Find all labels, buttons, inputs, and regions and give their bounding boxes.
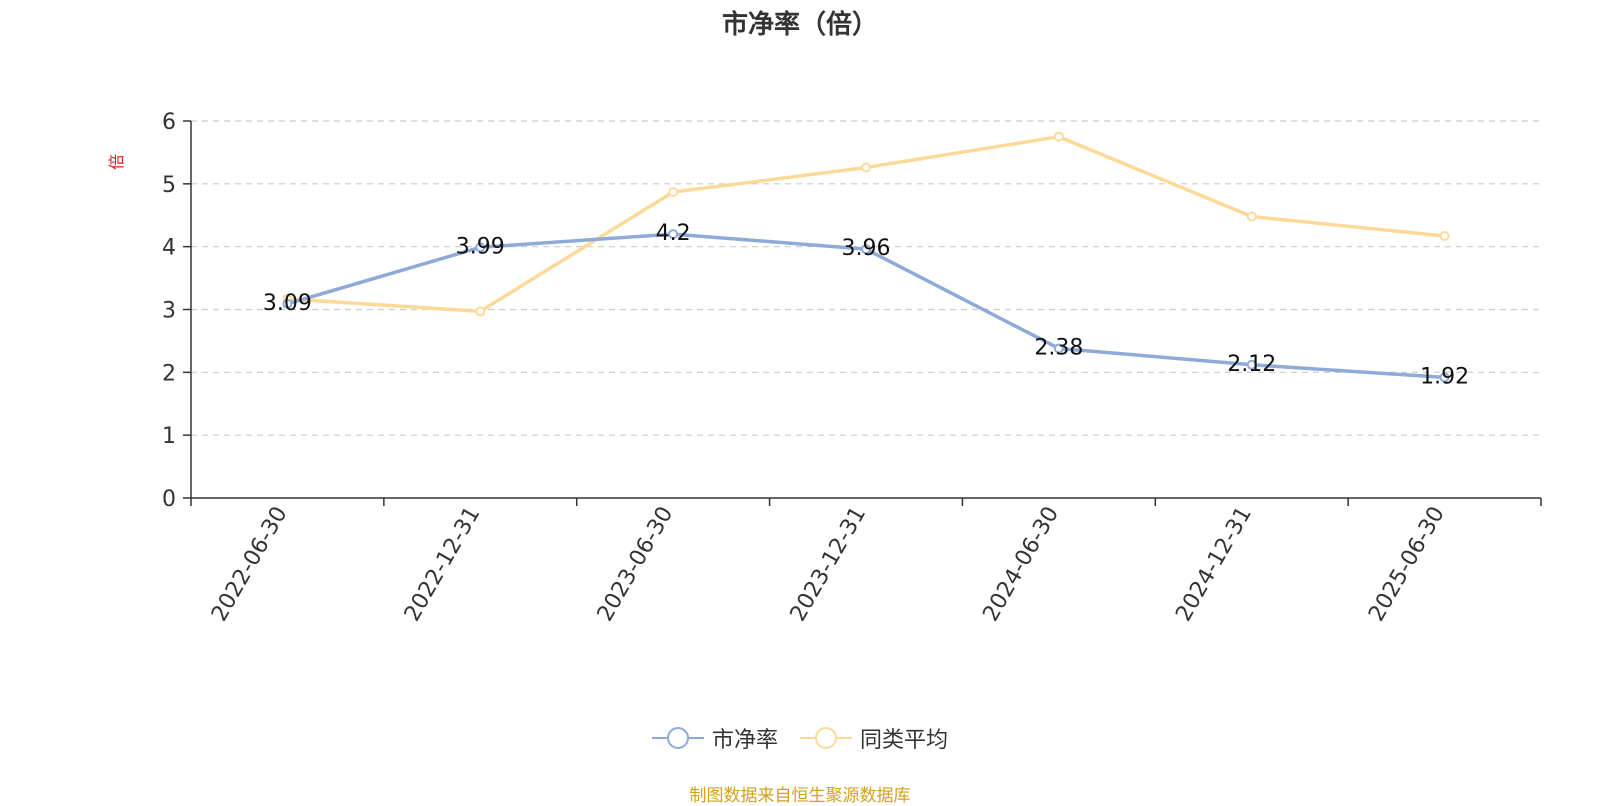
y-tick-label-3: 3 bbox=[162, 299, 176, 324]
y-tick-label-1: 1 bbox=[162, 424, 176, 449]
x-tick-label-0: 2022-06-30 bbox=[207, 503, 293, 626]
y-tick-label-4: 4 bbox=[162, 236, 176, 261]
series-0-point-1 bbox=[475, 242, 486, 253]
legend-label-pb: 市净率 bbox=[711, 728, 778, 753]
series-1-point-2 bbox=[668, 187, 679, 198]
x-tick-label-6: 2025-06-30 bbox=[1364, 503, 1450, 626]
legend-label-peer-average: 同类平均 bbox=[860, 728, 949, 753]
legend-item-peer-average[interactable]: 同类平均 bbox=[800, 722, 948, 754]
series-1-point-1 bbox=[475, 306, 486, 317]
x-tick-label-3: 2023-12-31 bbox=[786, 503, 872, 626]
data-label-0: 3.09 bbox=[263, 291, 312, 316]
series-1-point-4 bbox=[1053, 131, 1064, 142]
series-lines bbox=[282, 131, 1450, 383]
data-label-1: 3.99 bbox=[456, 234, 505, 259]
legend: 市净率 同类平均 bbox=[0, 722, 1600, 754]
legend-marker-pb-icon bbox=[651, 727, 704, 749]
series-0-point-5 bbox=[1246, 359, 1257, 370]
x-tick-label-1: 2022-12-31 bbox=[400, 503, 486, 626]
legend-marker-peer-average-icon bbox=[800, 727, 852, 749]
y-tick-label-0: 0 bbox=[162, 487, 176, 512]
data-label-3: 3.96 bbox=[842, 236, 891, 261]
series-0-point-2 bbox=[668, 229, 679, 240]
series-0-point-6 bbox=[1439, 372, 1450, 383]
x-tick-label-5: 2024-12-31 bbox=[1171, 503, 1257, 626]
legend-item-pb[interactable]: 市净率 bbox=[651, 722, 778, 754]
series-1-point-3 bbox=[861, 162, 871, 173]
y-axis-title: 倍 bbox=[107, 154, 126, 170]
data-label-2: 4.2 bbox=[656, 221, 691, 246]
data-labels: 3.09 3.99 4.2 3.96 2.38 2.12 1.92 bbox=[263, 221, 1469, 389]
data-label-5: 2.12 bbox=[1227, 352, 1276, 377]
series-0-point-0 bbox=[282, 298, 293, 309]
y-tick-label-2: 2 bbox=[162, 361, 176, 386]
series-1-point-5 bbox=[1246, 211, 1257, 222]
data-label-6: 1.92 bbox=[1420, 364, 1469, 389]
data-label-4: 2.38 bbox=[1034, 335, 1083, 360]
series-1-point-6 bbox=[1439, 230, 1450, 241]
axes: 0 1 2 3 4 5 6 倍 2022-06-30 2022-12-31 2023-06-30 20… bbox=[107, 110, 1542, 626]
y-tick-label-6: 6 bbox=[162, 110, 176, 135]
y-tick-label-5: 5 bbox=[162, 173, 176, 198]
series-0-point-4 bbox=[1053, 343, 1064, 354]
series-0-point-3 bbox=[861, 244, 871, 255]
source-note: 制图数据来自恒生聚源数据库 bbox=[689, 786, 911, 806]
x-tick-label-4: 2024-06-30 bbox=[978, 503, 1064, 626]
x-tick-label-2: 2023-06-30 bbox=[593, 503, 679, 626]
chart-title: 市净率（倍） bbox=[721, 10, 878, 40]
